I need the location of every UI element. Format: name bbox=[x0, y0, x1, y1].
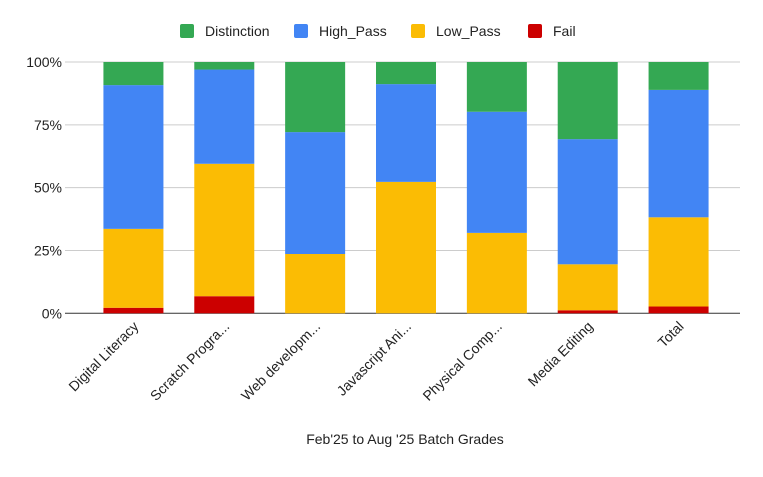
bar-segment-high-pass bbox=[648, 89, 709, 218]
bar-segment-fail bbox=[194, 296, 255, 314]
legend-swatch bbox=[180, 24, 194, 38]
bar-segment-high-pass bbox=[466, 111, 527, 233]
bar-segment-distinction bbox=[194, 62, 255, 70]
bars bbox=[103, 62, 709, 314]
legend-item-distinction[interactable]: Distinction bbox=[180, 23, 270, 39]
bar-segment-fail bbox=[103, 307, 164, 314]
bar-segment-distinction bbox=[557, 62, 618, 140]
legend-swatch bbox=[294, 24, 308, 38]
y-tick-label: 75% bbox=[34, 117, 62, 133]
bar-stack bbox=[376, 62, 436, 314]
bar-segment-high-pass bbox=[285, 132, 346, 254]
bar-stack bbox=[466, 62, 527, 314]
bar-segment-low-pass bbox=[466, 232, 527, 314]
legend-item-fail[interactable]: Fail bbox=[528, 23, 576, 39]
y-tick-label: 0% bbox=[42, 305, 62, 321]
bar-segment-low-pass bbox=[648, 217, 709, 307]
legend-label: Low_Pass bbox=[436, 23, 501, 39]
bar-segment-distinction bbox=[376, 62, 436, 85]
bar-segment-high-pass bbox=[194, 69, 255, 164]
x-tick-labels: Digital Literacy Scratch Progra... Web dev… bbox=[65, 318, 686, 404]
legend-item-low-pass[interactable]: Low_Pass bbox=[411, 23, 501, 39]
x-tick-label: Web developm... bbox=[238, 318, 323, 403]
bar-stack bbox=[285, 62, 346, 314]
y-tick-label: 25% bbox=[34, 242, 62, 258]
bar-segment-high-pass bbox=[103, 85, 164, 229]
bar-segment-low-pass bbox=[557, 264, 618, 311]
bar-stack bbox=[194, 62, 255, 314]
x-tick-label: Physical Comp... bbox=[419, 318, 505, 404]
bar-segment-fail bbox=[557, 310, 618, 314]
bar-segment-high-pass bbox=[376, 84, 436, 182]
bar-segment-low-pass bbox=[103, 228, 164, 308]
legend-label: Fail bbox=[553, 23, 576, 39]
legend-label: High_Pass bbox=[319, 23, 387, 39]
bar-segment-high-pass bbox=[557, 139, 618, 265]
x-tick-label: Javascript Ani... bbox=[333, 318, 414, 399]
legend: Distinction High_Pass Low_Pass Fail bbox=[180, 23, 576, 39]
x-tick-label: Media Editing bbox=[525, 318, 596, 389]
bar-segment-distinction bbox=[103, 62, 164, 86]
legend-swatch bbox=[528, 24, 542, 38]
y-tick-label: 50% bbox=[34, 180, 62, 196]
x-tick-label: Digital Literacy bbox=[65, 318, 141, 394]
x-tick-label: Total bbox=[654, 318, 686, 350]
legend-item-high-pass[interactable]: High_Pass bbox=[294, 23, 387, 39]
x-axis-title: Feb'25 to Aug '25 Batch Grades bbox=[306, 431, 504, 447]
bar-segment-fail bbox=[648, 306, 709, 314]
x-tick-label: Scratch Progra... bbox=[147, 318, 233, 404]
bar-segment-low-pass bbox=[194, 163, 255, 297]
y-tick-label: 100% bbox=[26, 54, 62, 70]
bar-segment-distinction bbox=[466, 62, 527, 112]
bar-segment-low-pass bbox=[376, 181, 436, 314]
bar-stack bbox=[648, 62, 709, 314]
legend-label: Distinction bbox=[205, 23, 270, 39]
bar-segment-distinction bbox=[648, 62, 709, 90]
bar-segment-distinction bbox=[285, 62, 346, 133]
legend-swatch bbox=[411, 24, 425, 38]
bar-stack bbox=[557, 62, 618, 314]
bar-segment-low-pass bbox=[285, 253, 346, 314]
bar-stack bbox=[103, 62, 164, 314]
